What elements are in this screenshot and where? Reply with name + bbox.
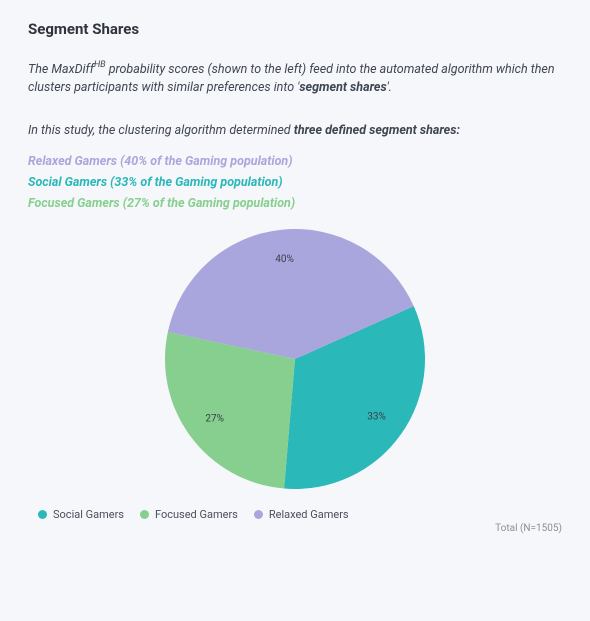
pie-slice-focused xyxy=(165,332,295,489)
legend-item-focused: Focused Gamers xyxy=(140,508,238,521)
legend-swatch-relaxed xyxy=(254,510,263,519)
intro-rest: probability scores (shown to the left) f… xyxy=(28,62,555,95)
subhead-paragraph: In this study, the clustering algorithm … xyxy=(28,123,562,138)
segment-lines: Relaxed Gamers (40% of the Gaming popula… xyxy=(28,154,562,211)
legend-swatch-social xyxy=(38,510,47,519)
footer-note: Total (N=1505) xyxy=(28,523,562,534)
segment-line-social: Social Gamers (33% of the Gaming populat… xyxy=(28,175,562,190)
intro-suffix: '. xyxy=(387,80,392,95)
segment-line-focused: Focused Gamers (27% of the Gaming popula… xyxy=(28,196,562,211)
segment-line-relaxed: Relaxed Gamers (40% of the Gaming popula… xyxy=(28,154,562,169)
legend-label-relaxed: Relaxed Gamers xyxy=(269,508,349,521)
legend-item-relaxed: Relaxed Gamers xyxy=(254,508,349,521)
pie-label-social: 33% xyxy=(367,412,386,423)
legend: Social Gamers Focused Gamers Relaxed Gamer… xyxy=(28,508,562,521)
intro-sup: HB xyxy=(94,60,106,70)
legend-label-social: Social Gamers xyxy=(53,508,124,521)
intro-paragraph: The MaxDiffHB probability scores (shown … xyxy=(28,60,562,97)
legend-swatch-focused xyxy=(140,510,149,519)
subhead-prefix: In this study, the clustering algorithm … xyxy=(28,123,294,138)
intro-prefix: The MaxDiff xyxy=(28,62,94,77)
pie-chart: 33% 27% 40% xyxy=(28,219,562,504)
legend-label-focused: Focused Gamers xyxy=(155,508,238,521)
pie-label-focused: 27% xyxy=(205,414,224,425)
pie-label-relaxed: 40% xyxy=(275,255,294,266)
legend-item-social: Social Gamers xyxy=(38,508,124,521)
intro-bold: segment shares xyxy=(299,80,386,95)
subhead-bold: three defined segment shares: xyxy=(294,123,460,138)
page-title: Segment Shares xyxy=(28,20,562,38)
